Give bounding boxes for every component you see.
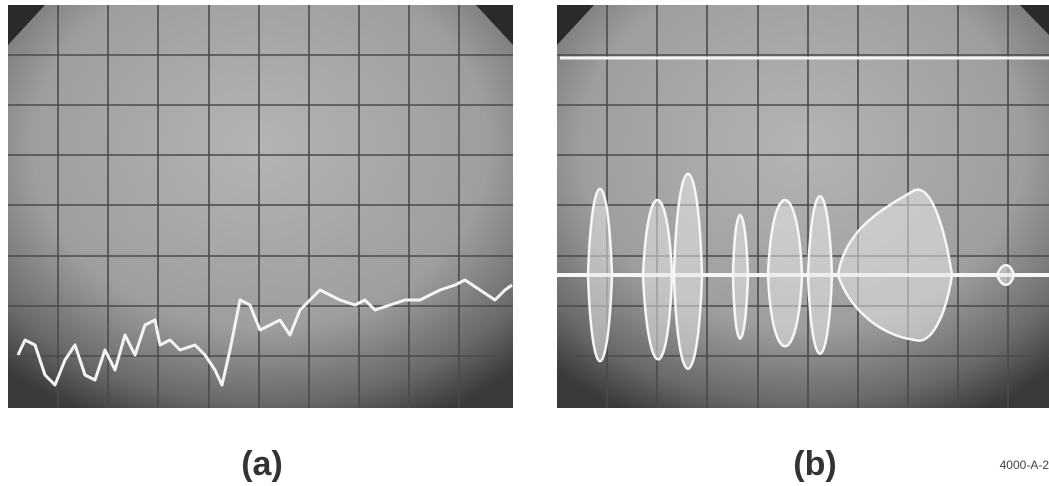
figure-id: 4000-A-2 [1000,458,1049,472]
panel-label: (a) [241,445,283,483]
panel-label: (b) [793,445,836,483]
scope-screen-b [557,5,1049,408]
figure: (a) (b) 4000-A-2 [0,0,1049,486]
scope-screen-a [8,5,513,408]
